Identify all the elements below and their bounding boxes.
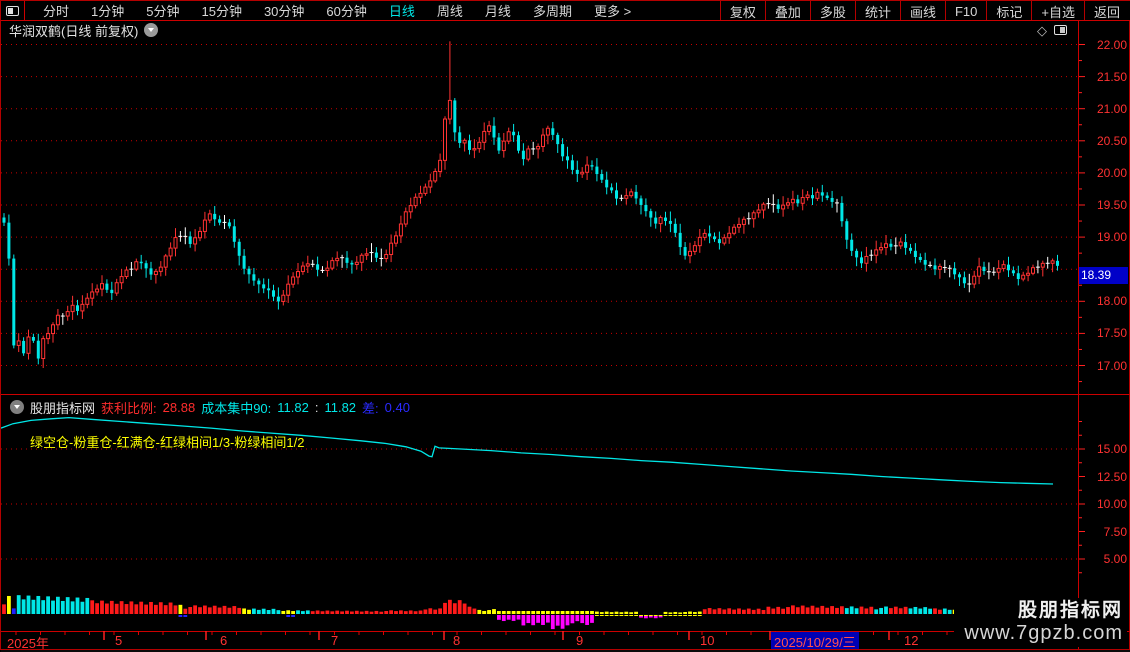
- price-axis-label: 18.00: [1096, 294, 1127, 309]
- price-axis-label: 21.00: [1096, 101, 1127, 116]
- indicator-axis-label: 15.00: [1096, 442, 1127, 456]
- diamond-icon[interactable]: ◇: [1037, 22, 1047, 38]
- indicator-header: 股朋指标网 获利比例: 28.88 成本集中90: 11.82 : 11.82 …: [4, 399, 410, 416]
- cost-value-1: 11.82: [277, 399, 309, 415]
- title-right-icons: ◇: [1037, 22, 1081, 38]
- indicator-axis-label: 12.50: [1096, 469, 1127, 484]
- price-axis-label: 20.50: [1096, 133, 1127, 148]
- price-axis-label: 17.50: [1096, 326, 1127, 341]
- indicator-axis-label: 10.00: [1096, 497, 1127, 511]
- tool-item[interactable]: 统计: [854, 1, 900, 20]
- tool-item[interactable]: +自选: [1031, 1, 1084, 20]
- period-item[interactable]: 分时: [43, 4, 70, 19]
- period-menu: 分时 1分钟 5分钟 15分钟 30分钟 60分钟 日线 周线 月线 多周期 更多 >: [32, 1, 720, 20]
- profit-ratio-value: 28.88: [162, 399, 196, 415]
- indicator-source: 股朋指标网: [30, 400, 96, 416]
- date-label: 5: [115, 633, 123, 648]
- date-label: 9: [576, 633, 584, 648]
- period-item[interactable]: 30分钟: [263, 4, 305, 19]
- date-label: 2025年: [7, 636, 49, 651]
- price-axis-label: 21.50: [1096, 69, 1127, 84]
- title-chevron-down-icon[interactable]: [144, 23, 159, 37]
- selected-date-label: 2025/10/29/三: [771, 632, 859, 651]
- tool-item[interactable]: 返回: [1083, 1, 1129, 20]
- period-item[interactable]: 月线: [484, 4, 511, 19]
- indicator-axis-label: 7.50: [1103, 524, 1127, 539]
- period-item[interactable]: 60分钟: [326, 4, 367, 19]
- price-axis-label: 19.00: [1096, 230, 1127, 245]
- diff-label: 差:: [362, 400, 379, 416]
- period-item[interactable]: 周线: [436, 4, 463, 19]
- date-label: 6: [220, 633, 228, 648]
- indicator-chevron-down-icon[interactable]: [10, 400, 24, 414]
- price-axis-label: 20.00: [1096, 165, 1127, 180]
- title-bar: 华润双鹤(日线 前复权): [1, 21, 159, 39]
- indicator-axis-label: 5.00: [1103, 552, 1127, 566]
- tool-item[interactable]: F10: [944, 1, 986, 20]
- tool-item[interactable]: 标记: [986, 1, 1031, 20]
- cost-separator: :: [314, 399, 319, 415]
- period-item[interactable]: 多周期: [532, 4, 572, 19]
- profit-ratio-label: 获利比例:: [101, 400, 157, 416]
- tool-item[interactable]: 复权: [719, 1, 765, 20]
- last-price-badge: 18.39: [1079, 267, 1128, 284]
- watermark-url: www.7gpzb.com: [964, 622, 1123, 644]
- page-title: 华润双鹤(日线 前复权): [9, 23, 139, 39]
- date-label: 7: [331, 633, 339, 648]
- period-item[interactable]: 更多 >: [593, 4, 632, 19]
- period-item[interactable]: 15分钟: [201, 4, 242, 19]
- tool-item[interactable]: 叠加: [764, 1, 810, 20]
- price-axis-label: 22.00: [1096, 37, 1127, 52]
- tool-item[interactable]: 多股: [809, 1, 855, 20]
- top-toolbar: 分时 1分钟 5分钟 15分钟 30分钟 60分钟 日线 周线 月线 多周期 更多 > 复权 叠加 多股…: [1, 1, 1130, 21]
- price-axis-label: 19.50: [1096, 198, 1127, 212]
- tools-menu: 复权 叠加 多股 统计 画线 F10 标记 +自选 返回: [719, 1, 1129, 20]
- cost-concentration-label: 成本集中90:: [201, 400, 272, 416]
- date-label: 12: [904, 633, 919, 648]
- period-item[interactable]: 5分钟: [146, 4, 180, 19]
- split-view-icon: [6, 5, 19, 16]
- panel-split-icon[interactable]: [1054, 25, 1067, 35]
- tool-item[interactable]: 画线: [899, 1, 945, 20]
- period-item[interactable]: 日线: [388, 4, 415, 19]
- cost-value-2: 11.82: [324, 399, 357, 415]
- date-label: 8: [453, 633, 461, 648]
- price-axis-label: 17.00: [1096, 358, 1127, 373]
- watermark: 股朋指标网 www.7gpzb.com: [954, 598, 1127, 647]
- watermark-site-name: 股朋指标网: [1017, 600, 1123, 621]
- period-item[interactable]: 1分钟: [91, 4, 125, 19]
- indicator-legend-text: 绿空仓-粉重仓-红满仓-红绿相间1/3-粉绿相间1/2: [30, 435, 305, 450]
- date-label: 10: [700, 633, 715, 648]
- diff-value: 0.40: [384, 399, 410, 415]
- layout-split-button[interactable]: [1, 1, 25, 20]
